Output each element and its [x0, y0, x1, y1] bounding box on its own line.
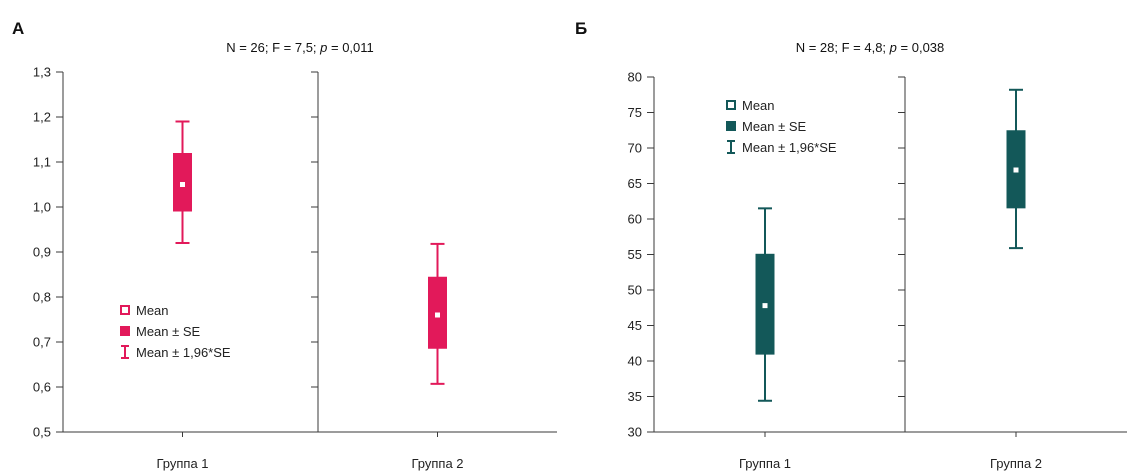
y-tick-label: 45 — [628, 318, 642, 333]
box-2 — [428, 242, 447, 385]
x-category-label: Группа 1 — [739, 456, 791, 471]
y-tick-label: 0,7 — [33, 335, 51, 350]
legend-mean-icon — [120, 305, 130, 315]
box-1 — [173, 120, 192, 244]
box-1 — [755, 207, 775, 402]
mean-marker — [1013, 167, 1019, 173]
panel-label: Б — [575, 19, 587, 38]
chart-title-part: = 0,011 — [327, 40, 373, 55]
y-tick-label: 1,1 — [33, 155, 51, 170]
mean-marker — [180, 182, 185, 187]
x-category-label: Группа 1 — [156, 456, 208, 471]
legend-label: Mean ± SE — [136, 324, 201, 339]
y-tick-label: 1,0 — [33, 200, 51, 215]
y-tick-label: 0,9 — [33, 245, 51, 260]
chart-title-part: = 0,038 — [897, 40, 944, 55]
y-tick-label: 30 — [628, 425, 642, 440]
y-tick-label: 80 — [628, 70, 642, 85]
y-tick-label: 65 — [628, 176, 642, 191]
chart-title-part: p — [889, 40, 897, 55]
x-category-label: Группа 2 — [990, 456, 1042, 471]
box-2 — [1006, 88, 1026, 250]
mean-marker — [762, 303, 768, 309]
legend: Mean Mean ± SE Mean ± 1,96*SE — [120, 303, 231, 360]
y-tick-label: 0,5 — [33, 425, 51, 440]
y-tick-label: 70 — [628, 141, 642, 156]
y-tick-label: 1,3 — [33, 65, 51, 80]
legend-label: Mean ± 1,96*SE — [136, 345, 231, 360]
legend-se-icon — [726, 121, 736, 131]
y-tick-label: 60 — [628, 212, 642, 227]
y-tick-label: 75 — [628, 105, 642, 120]
y-tick-label: 50 — [628, 283, 642, 298]
legend: Mean Mean ± SE Mean ± 1,96*SE — [726, 98, 837, 155]
legend-label: Mean ± 1,96*SE — [742, 140, 837, 155]
y-tick-label: 35 — [628, 389, 642, 404]
chart-title-part: N = 26; F = 7,5; — [226, 40, 320, 55]
y-tick-label: 1,2 — [33, 110, 51, 125]
y-tick-label: 0,6 — [33, 380, 51, 395]
chart-title: N = 26; F = 7,5; p = 0,011 — [226, 40, 374, 55]
chart-title: N = 28; F = 4,8; p = 0,038 — [796, 40, 945, 55]
legend-label: Mean — [136, 303, 169, 318]
legend-label: Mean ± SE — [742, 119, 807, 134]
y-tick-label: 0,8 — [33, 290, 51, 305]
x-category-label: Группа 2 — [411, 456, 463, 471]
chart-title-part: p — [319, 40, 327, 55]
legend-label: Mean — [742, 98, 775, 113]
legend-mean-icon — [726, 100, 736, 110]
y-tick-label: 55 — [628, 247, 642, 262]
mean-marker — [435, 312, 440, 318]
chart-title-part: N = 28; F = 4,8; — [796, 40, 890, 55]
legend-se-icon — [120, 326, 130, 336]
y-tick-label: 40 — [628, 354, 642, 369]
panel-label: А — [12, 19, 24, 38]
chart-panel-1: А N = 26; F = 7,5; p = 0,011 0,5 0,6 0,7 0,8 0… — [12, 19, 557, 471]
chart-panel-2: Б N = 28; F = 4,8; p = 0,038 30 35 40 45 50 55 6… — [575, 19, 1127, 471]
